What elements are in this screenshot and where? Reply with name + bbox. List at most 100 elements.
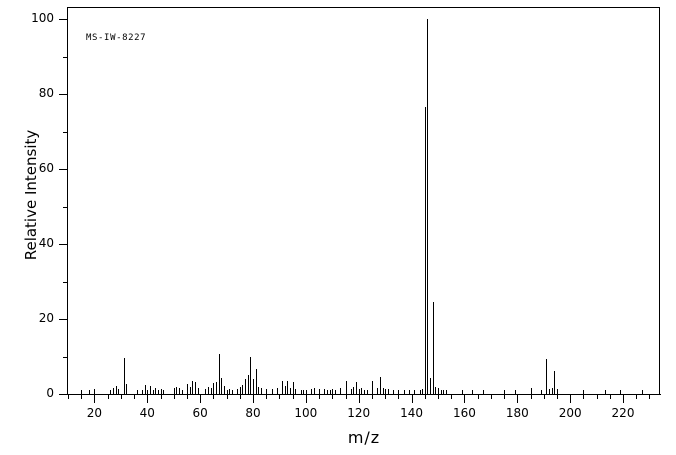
spectrum-peak <box>221 377 222 394</box>
x-tick-minor <box>490 395 492 399</box>
spectrum-peak <box>642 390 643 394</box>
spectrum-peak <box>161 389 162 394</box>
spectrum-peak <box>272 388 273 394</box>
x-tick-minor <box>504 395 506 399</box>
spectrum-peak <box>219 354 220 394</box>
spectrum-peak <box>155 387 156 394</box>
x-tick-minor <box>596 395 598 399</box>
spectrum-peak <box>282 380 283 394</box>
spectrum-peak <box>163 390 164 394</box>
spectrum-peak <box>383 388 384 394</box>
spectrum-peak <box>216 382 217 394</box>
spectrum-peak <box>113 388 114 394</box>
spectrum-peak <box>118 389 119 394</box>
spectrum-peak <box>227 389 228 394</box>
spectrum-peak <box>367 389 368 394</box>
spectrum-peak <box>427 19 428 394</box>
spectrum-peak <box>332 389 333 394</box>
x-tick-major <box>411 395 413 403</box>
x-tick-major <box>570 395 572 403</box>
y-axis-line <box>67 7 68 395</box>
spectrum-peak <box>515 389 516 394</box>
spectrum-peak <box>176 386 177 394</box>
spectrum-peak <box>620 390 621 394</box>
spectrum-peak <box>409 390 410 394</box>
x-tick-minor <box>583 395 585 399</box>
spectrum-peak <box>346 381 347 394</box>
y-tick-major <box>59 94 67 96</box>
x-tick-minor <box>332 395 334 399</box>
spectrum-peak <box>504 390 505 394</box>
x-tick-label: 220 <box>611 406 635 420</box>
spectrum-peak <box>385 389 386 394</box>
spectrum-peak <box>153 389 154 394</box>
y-tick-label: 0 <box>46 386 54 400</box>
spectrum-peak <box>361 388 362 394</box>
spectrum-peak <box>314 387 315 394</box>
y-axis-title: Relative Intensity <box>22 129 40 261</box>
spectrum-peak <box>285 385 286 394</box>
x-tick-minor <box>649 395 651 399</box>
spectrum-peak <box>330 389 331 394</box>
spectrum-peak <box>205 389 206 394</box>
spectrum-peak <box>250 356 251 394</box>
spectrum-peak <box>404 389 405 394</box>
x-tick-major <box>517 395 519 403</box>
spectrum-peak <box>137 390 138 394</box>
spectrum-peak <box>110 390 111 394</box>
x-tick-minor <box>345 395 347 399</box>
y-tick-label: 20 <box>38 311 54 326</box>
x-tick-minor <box>213 395 215 399</box>
spectrum-peak <box>81 389 82 394</box>
x-tick-label: 60 <box>192 406 208 420</box>
x-tick-minor <box>292 395 294 399</box>
spectrum-peak <box>126 384 127 394</box>
spectrum-peak <box>224 386 225 394</box>
spectrum-peak <box>208 386 209 394</box>
x-tick-major <box>358 395 360 403</box>
y-tick-label: 40 <box>38 236 54 251</box>
spectrum-peak <box>549 389 550 394</box>
spectrum-peak <box>147 389 148 394</box>
spectrum-peak <box>211 388 212 394</box>
x-tick-label: 140 <box>400 406 424 420</box>
spectrum-peak <box>351 388 352 394</box>
spectrum-peak <box>435 386 436 394</box>
x-tick-minor <box>609 395 611 399</box>
y-tick-minor <box>63 56 67 58</box>
x-tick-minor <box>543 395 545 399</box>
spectrum-peak <box>213 382 214 394</box>
y-tick-major <box>59 19 67 21</box>
spectrum-peak <box>245 379 246 394</box>
spectrum-peak <box>441 390 442 394</box>
x-tick-major <box>305 395 307 403</box>
x-tick-minor <box>636 395 638 399</box>
x-tick-minor <box>239 395 241 399</box>
spectrum-peak <box>256 369 257 394</box>
spectrum-peak <box>380 376 381 394</box>
spectrum-peak <box>182 389 183 394</box>
spectrum-peak <box>541 389 542 394</box>
spectrum-peak <box>462 390 463 394</box>
spectrum-peak <box>198 388 199 394</box>
spectrum-peak <box>287 381 288 394</box>
y-tick-major <box>59 244 67 246</box>
spectrum-peak <box>142 389 143 394</box>
x-axis-line <box>67 394 661 395</box>
spectrum-peak <box>433 301 434 394</box>
x-tick-minor <box>477 395 479 399</box>
spectrum-peak <box>242 385 243 394</box>
spectrum-peak <box>340 388 341 394</box>
x-tick-label: 80 <box>245 406 261 420</box>
spectrum-peak <box>232 390 233 394</box>
spectrum-peak <box>187 383 188 394</box>
x-tick-minor <box>226 395 228 399</box>
x-tick-label: 100 <box>294 406 318 420</box>
x-tick-minor <box>279 395 281 399</box>
y-tick-minor <box>63 356 67 358</box>
spectrum-peak <box>303 389 304 394</box>
spectrum-peak <box>430 377 431 394</box>
spectrum-peak <box>319 388 320 394</box>
spectrum-peak <box>158 390 159 394</box>
